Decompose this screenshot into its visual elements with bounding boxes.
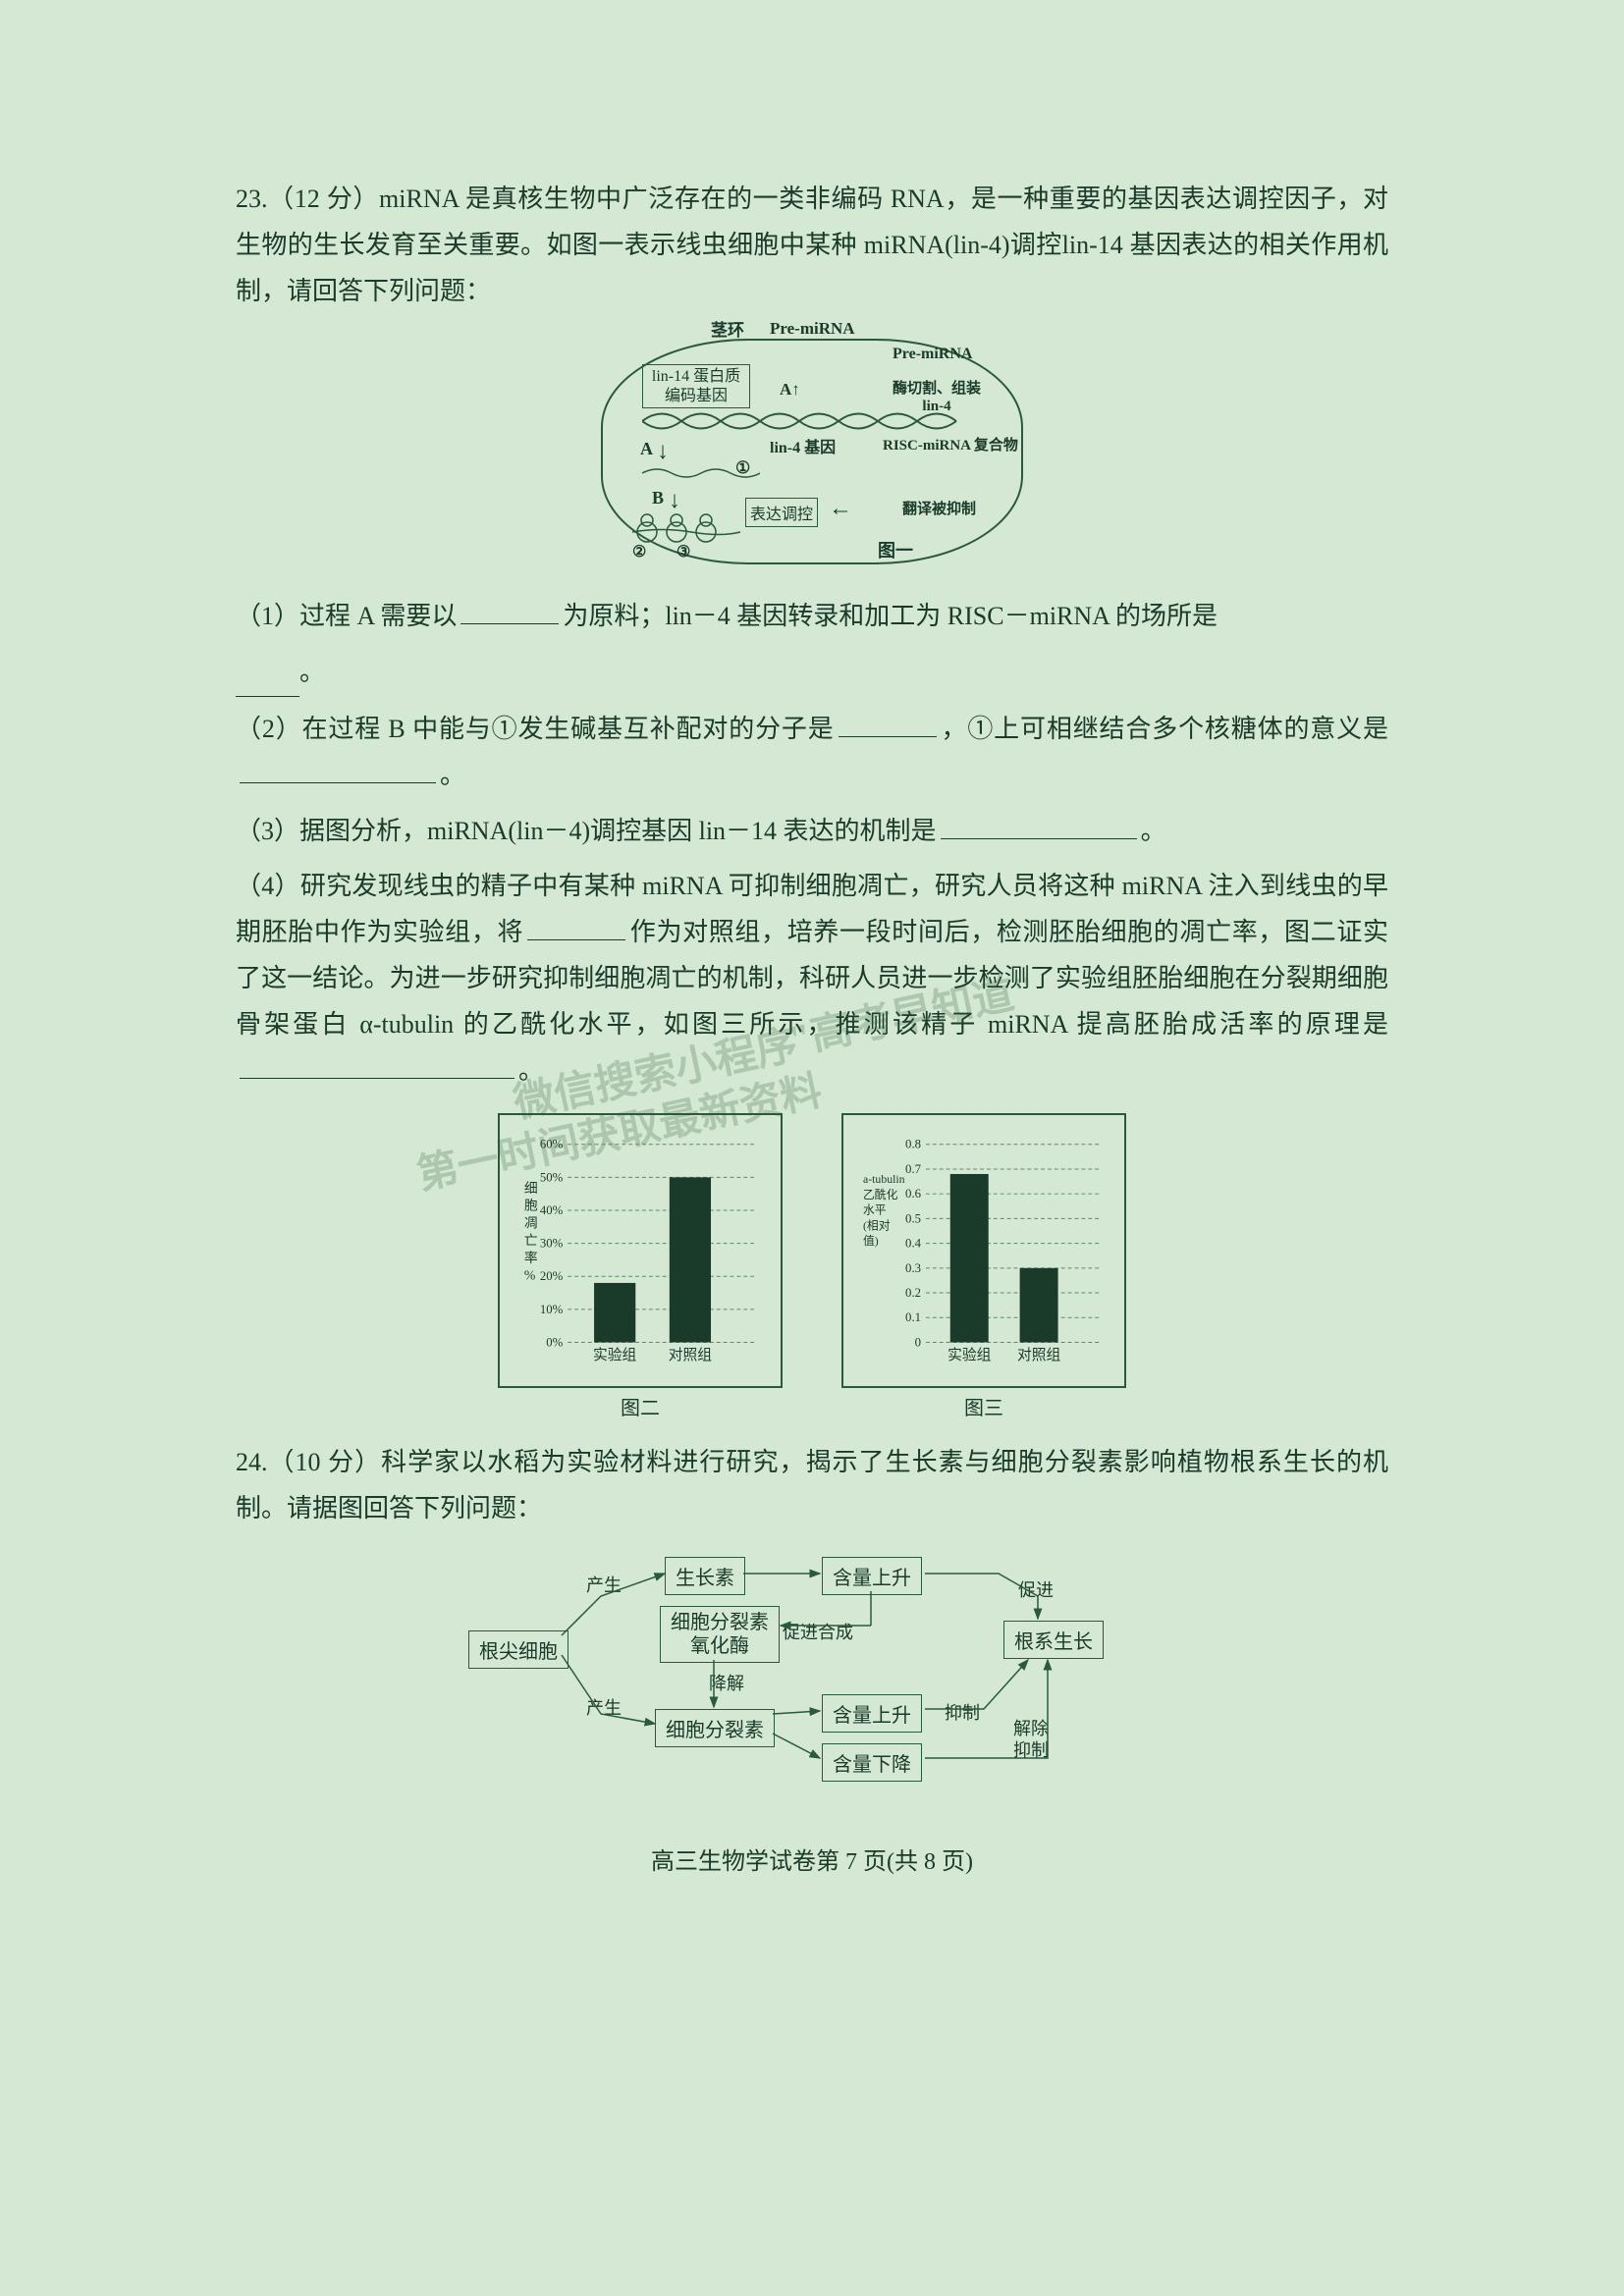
svg-text:0.1: 0.1: [905, 1311, 921, 1325]
fig1-center-A: A↑: [780, 380, 800, 400]
q23-sub4c: 。: [518, 1056, 544, 1085]
blank-3: [941, 816, 1137, 839]
svg-text:对照组: 对照组: [669, 1348, 713, 1364]
chart3-title: 图三: [841, 1392, 1126, 1420]
svg-text:乙酰化: 乙酰化: [863, 1188, 898, 1201]
q23-sub4: （4）研究发现线虫的精子中有某种 miRNA 可抑制细胞凋亡，研究人员将这种 m…: [236, 864, 1388, 1094]
fig1-label-B: B: [652, 488, 664, 508]
q23-sub2b: ，①上可相继结合多个核糖体的意义是: [941, 715, 1388, 743]
svg-text:a-tubulin: a-tubulin: [863, 1172, 905, 1186]
q24-header: 24.（10 分）科学家以水稻为实验材料进行研究，揭示了生长素与细胞分裂素影响植…: [236, 1440, 1388, 1532]
fig1-arrow-expr: ←: [829, 496, 852, 522]
svg-text:10%: 10%: [540, 1303, 564, 1316]
svg-text:实验组: 实验组: [593, 1348, 637, 1364]
q23-sub1-cont: 。: [236, 650, 1388, 697]
chart2-svg: 0% 10% 20% 30% 40% 50% 60% 实验组 对照组 细胞凋亡率%: [514, 1130, 766, 1371]
svg-text:0: 0: [915, 1336, 921, 1350]
fig1-exprcontrol: 表达调控: [745, 498, 818, 527]
blank-4a: [527, 917, 625, 940]
svg-text:细: 细: [524, 1181, 538, 1196]
q23-sub1b: 为原料；lin－4 基因转录和加工为 RISC－miRNA 的场所是: [563, 602, 1218, 630]
q23-sub3b: 。: [1141, 817, 1166, 845]
svg-text:0.4: 0.4: [905, 1237, 922, 1251]
blank-1b: [236, 650, 299, 697]
q23-sub3a: （3）据图分析，miRNA(lin－4)调控基因 lin－14 表达的机制是: [236, 817, 937, 845]
q23-sub2: （2）在过程 B 中能与①发生碱基互补配对的分子是 ，①上可相继结合多个核糖体的意…: [236, 707, 1388, 799]
svg-text:凋: 凋: [524, 1216, 538, 1231]
fig1-lin4gene: lin-4 基因: [770, 434, 836, 457]
fig1-arrow-B: ↓: [669, 488, 680, 514]
svg-text:40%: 40%: [540, 1203, 564, 1217]
svg-text:0.7: 0.7: [905, 1162, 922, 1176]
svg-text:0.6: 0.6: [905, 1187, 922, 1201]
svg-text:0%: 0%: [546, 1336, 563, 1350]
q23-sub3: （3）据图分析，miRNA(lin－4)调控基因 lin－14 表达的机制是 。: [236, 809, 1388, 855]
fig1-num1: ①: [735, 458, 750, 478]
chart3-svg: 0 0.1 0.2 0.3 0.4 0.5 0.6 0.7 0.8 实验组 对照组 a-tubulin…: [858, 1130, 1110, 1371]
fig1-num3: ③: [677, 542, 690, 561]
svg-text:对照组: 对照组: [1017, 1348, 1061, 1364]
q23-sub1a: （1）过程 A 需要以: [236, 602, 457, 630]
svg-text:水平: 水平: [863, 1203, 887, 1217]
svg-text:胞: 胞: [524, 1199, 538, 1213]
flowchart-container: 根尖细胞 产生 产生 生长素 含量上升 促进 根系生长 细胞分裂素 氧化酶 促进…: [236, 1552, 1388, 1792]
blank-2a: [839, 714, 937, 737]
fig1-risc: RISC-miRNA 复合物: [883, 434, 1018, 454]
svg-text:(相对: (相对: [863, 1219, 891, 1233]
chart3-wrapper: 0 0.1 0.2 0.3 0.4 0.5 0.6 0.7 0.8 实验组 对照组 a-tubulin…: [841, 1113, 1126, 1420]
flowchart: 根尖细胞 产生 产生 生长素 含量上升 促进 根系生长 细胞分裂素 氧化酶 促进…: [468, 1552, 1156, 1788]
fig1-stemloop: 茎环: [711, 316, 744, 341]
svg-text:0.8: 0.8: [905, 1138, 921, 1151]
svg-text:实验组: 实验组: [947, 1348, 992, 1364]
chart2-wrapper: 0% 10% 20% 30% 40% 50% 60% 实验组 对照组 细胞凋亡率% 图二: [498, 1113, 783, 1420]
fig1-enzyme: 酶切割、组装 lin-4: [893, 380, 981, 415]
page-content: 23.（12 分）miRNA 是真核生物中广泛存在的一类非编码 RNA，是一种重…: [236, 177, 1388, 2178]
fig1-label-A: A: [640, 439, 653, 459]
svg-text:50%: 50%: [540, 1171, 564, 1185]
figure1-cell: 茎环 Pre-miRNA Pre-miRNA lin-14 蛋白质 编码基因 A…: [601, 339, 1023, 564]
fig1-ribosome-svg: [632, 512, 750, 552]
q23-header: 23.（12 分）miRNA 是真核生物中广泛存在的一类非编码 RNA，是一种重…: [236, 177, 1388, 314]
fig1-title: 图一: [878, 537, 913, 562]
svg-text:0.3: 0.3: [905, 1261, 921, 1275]
svg-text:值): 值): [863, 1234, 879, 1248]
svg-text:率: 率: [524, 1250, 538, 1265]
svg-text:60%: 60%: [540, 1138, 564, 1151]
svg-text:%: %: [524, 1268, 535, 1283]
svg-text:0.5: 0.5: [905, 1212, 921, 1226]
q23-sub1: （1）过程 A 需要以 为原料；lin－4 基因转录和加工为 RISC－miRNA…: [236, 594, 1388, 640]
q23-sub2c: 。: [440, 761, 465, 789]
fig1-arrow-A: ↓: [657, 439, 669, 465]
figure1-container: 茎环 Pre-miRNA Pre-miRNA lin-14 蛋白质 编码基因 A…: [236, 329, 1388, 579]
fig1-premirna2: Pre-miRNA: [893, 346, 972, 363]
fig1-num2: ②: [632, 542, 646, 561]
fig1-premirna1: Pre-miRNA: [770, 319, 855, 339]
page-footer: 高三生物学试卷第 7 页(共 8 页): [236, 1842, 1388, 1876]
fig1-translate: 翻译被抑制: [902, 498, 976, 518]
blank-4b: [240, 1055, 514, 1079]
charts-row: 0% 10% 20% 30% 40% 50% 60% 实验组 对照组 细胞凋亡率% 图二 0 0.1…: [236, 1113, 1388, 1420]
svg-text:30%: 30%: [540, 1237, 564, 1251]
chart2-title: 图二: [498, 1392, 783, 1420]
q23-sub2a: （2）在过程 B 中能与①发生碱基互补配对的分子是: [236, 715, 835, 743]
svg-text:亡: 亡: [524, 1233, 538, 1248]
svg-text:0.2: 0.2: [905, 1286, 921, 1300]
blank-1a: [460, 601, 559, 624]
q23-sub1c: 。: [299, 658, 325, 686]
svg-text:20%: 20%: [540, 1270, 564, 1284]
blank-2b: [240, 760, 436, 783]
chart3-box: 0 0.1 0.2 0.3 0.4 0.5 0.6 0.7 0.8 实验组 对照组 a-tubulin…: [841, 1113, 1126, 1388]
chart2-box: 0% 10% 20% 30% 40% 50% 60% 实验组 对照组 细胞凋亡率%: [498, 1113, 783, 1388]
flow-arrows-svg: [468, 1552, 1156, 1788]
